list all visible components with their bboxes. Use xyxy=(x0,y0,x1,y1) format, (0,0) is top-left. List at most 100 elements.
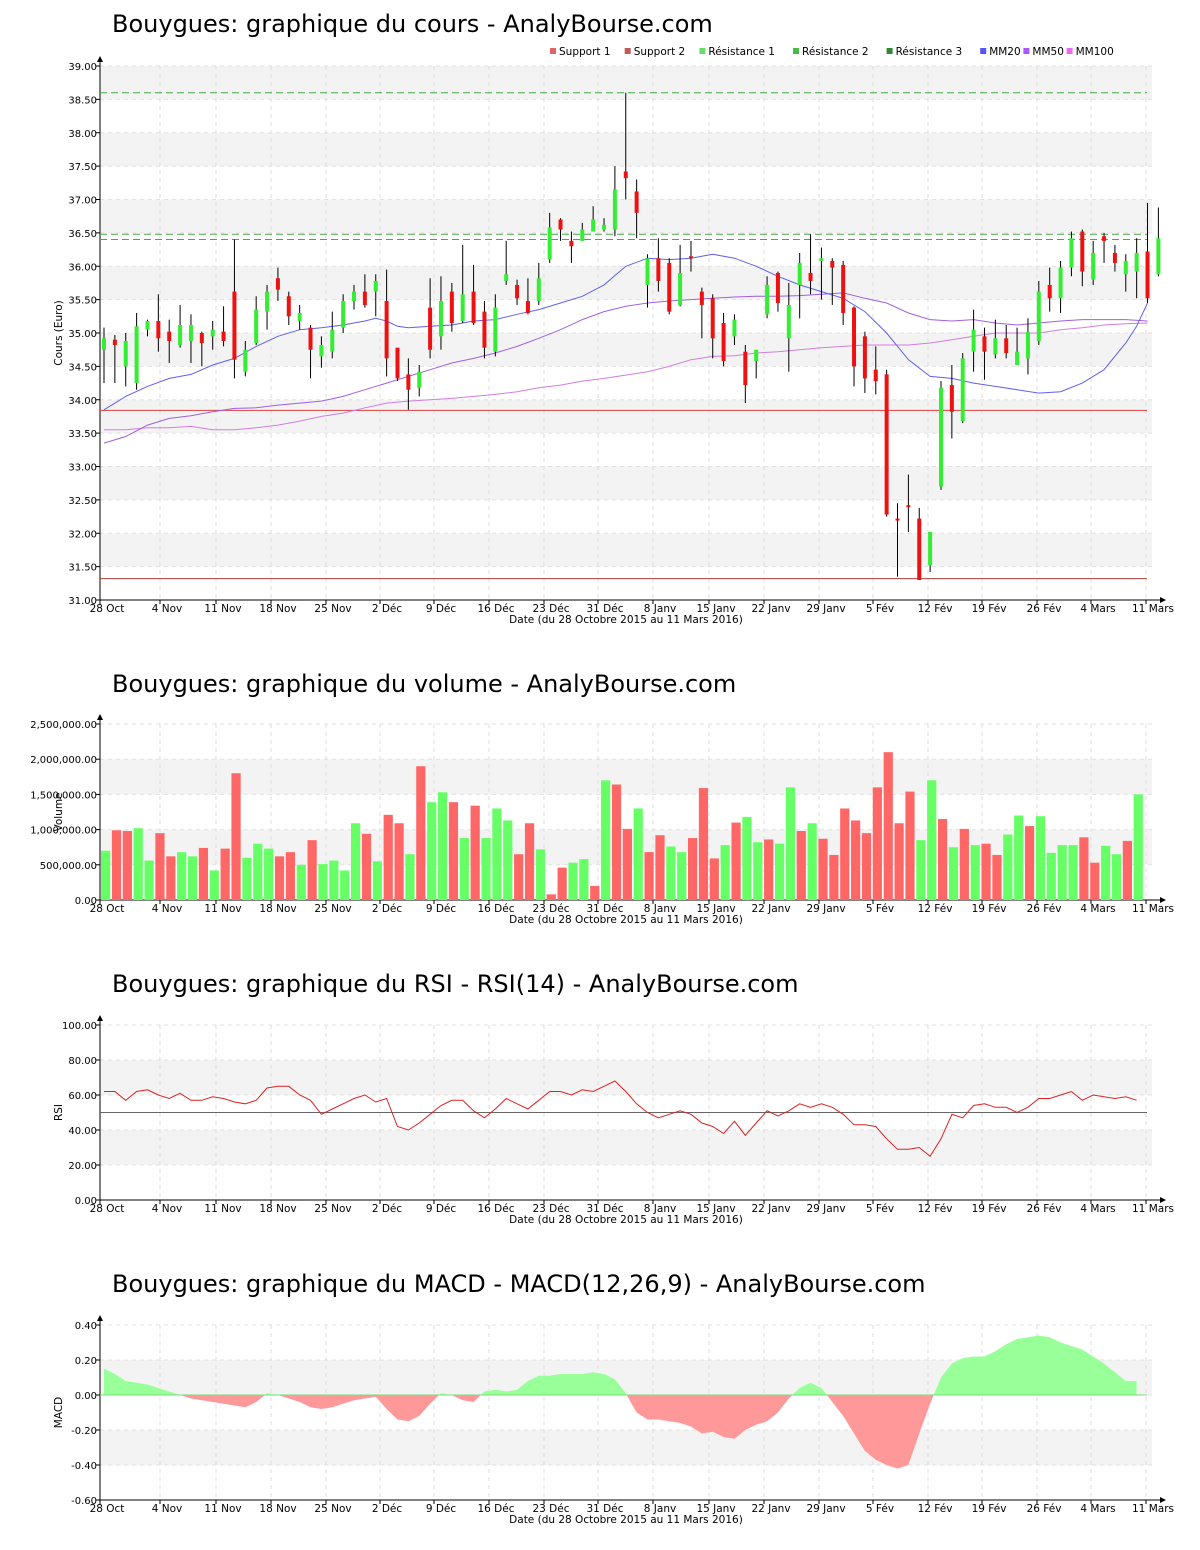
macd-xtick-label: 5 Fév xyxy=(866,1503,894,1515)
volume-bar xyxy=(1090,862,1100,900)
price-y-label: Cours (Euro) xyxy=(53,300,65,366)
candle-body xyxy=(547,227,552,260)
volume-bar xyxy=(122,831,132,900)
candle-body xyxy=(384,300,389,359)
macd-ytick-label: 0.20 xyxy=(75,1356,97,1367)
candle-body xyxy=(1015,351,1020,366)
macd-x-label: Date (du 28 Octobre 2015 au 11 Mars 2016… xyxy=(509,1514,743,1526)
volume-bar xyxy=(937,819,948,900)
volume-x-label: Date (du 28 Octobre 2015 au 11 Mars 2016… xyxy=(509,914,743,926)
price-chart-panel: Bouygues: graphique du cours - AnalyBour… xyxy=(0,0,1200,640)
price-xtick-label: 31 Déc xyxy=(586,603,623,615)
candle-body xyxy=(504,274,509,281)
candle-body xyxy=(819,258,824,261)
volume-xtick-label: 11 Nov xyxy=(204,903,241,915)
price-band xyxy=(100,533,1152,567)
volume-bar xyxy=(557,867,567,900)
volume-bar xyxy=(948,847,959,900)
volume-bar xyxy=(524,823,535,900)
volume-bar xyxy=(133,828,143,900)
rsi-xtick-label: 31 Déc xyxy=(586,1203,623,1215)
candle-body xyxy=(1080,231,1085,272)
candle-body xyxy=(960,358,965,422)
volume-ytick-label: 1,500,000.00 xyxy=(30,790,97,801)
candle-body xyxy=(993,338,998,355)
candle-body xyxy=(938,387,943,487)
volume-bar xyxy=(861,833,872,900)
rsi-xtick-label: 4 Mars xyxy=(1080,1203,1115,1215)
price-ytick-label: 37.50 xyxy=(68,162,97,173)
candle-body xyxy=(221,331,226,342)
price-xtick-label: 4 Nov xyxy=(152,603,183,615)
volume-bar xyxy=(590,885,600,900)
macd-xtick-label: 28 Oct xyxy=(90,1503,125,1515)
candle-body xyxy=(102,338,106,350)
candle-body xyxy=(830,260,835,268)
volume-xtick-label: 4 Mars xyxy=(1080,903,1115,915)
volume-bar xyxy=(166,856,176,900)
price-xtick-label: 4 Mars xyxy=(1080,603,1115,615)
macd-positive-area xyxy=(104,1368,181,1395)
volume-bar xyxy=(351,823,361,900)
macd-xtick-label: 11 Mars xyxy=(1132,1503,1174,1515)
candle-body xyxy=(786,304,791,339)
candle-body xyxy=(775,272,780,303)
rsi-xtick-label: 16 Déc xyxy=(477,1203,514,1215)
candle-body xyxy=(536,278,541,301)
price-xtick-label: 9 Déc xyxy=(426,603,457,615)
price-ytick-label: 38.00 xyxy=(68,129,97,140)
rsi-xtick-label: 29 Janv xyxy=(806,1203,845,1215)
legend-label: MM50 xyxy=(1032,46,1063,58)
volume-bar xyxy=(1003,834,1013,900)
candle-body xyxy=(580,229,585,241)
price-xtick-label: 2 Déc xyxy=(372,603,403,615)
candle-body xyxy=(243,349,248,372)
volume-bar xyxy=(851,820,861,900)
volume-xtick-label: 22 Janv xyxy=(751,903,790,915)
volume-bar xyxy=(111,830,122,900)
volume-xtick-label: 31 Déc xyxy=(586,903,623,915)
rsi-y-label: RSI xyxy=(53,1104,65,1121)
candle-body xyxy=(971,329,976,352)
volume-bar xyxy=(840,808,850,900)
volume-bar xyxy=(894,823,904,900)
candle-body xyxy=(841,264,846,313)
volume-bar xyxy=(503,820,513,900)
volume-ytick-label: 2,000,000.00 xyxy=(30,755,97,766)
rsi-chart: 0.00 20.00 40.00 60.00 80.00 100.00 28 Oct 4 No… xyxy=(53,1015,1174,1226)
candle-body xyxy=(754,349,759,362)
macd-xtick-label: 19 Fév xyxy=(972,1503,1007,1515)
price-ytick-label: 32.00 xyxy=(68,529,97,540)
price-xtick-label: 11 Mars xyxy=(1132,603,1174,615)
macd-xtick-label: 12 Fév xyxy=(918,1503,953,1515)
volume-xtick-label: 8 Janv xyxy=(644,903,676,915)
candle-body xyxy=(656,258,661,281)
volume-bar xyxy=(959,828,969,900)
price-ytick-label: 31.50 xyxy=(68,563,97,574)
volume-xtick-label: 23 Déc xyxy=(532,903,569,915)
volume-xtick-label: 2 Déc xyxy=(372,903,403,915)
legend-label: MM20 xyxy=(989,46,1020,58)
candle-body xyxy=(862,336,867,379)
rsi-ytick-label: 80.00 xyxy=(68,1056,97,1067)
candle-body xyxy=(395,347,400,379)
volume-bar xyxy=(155,833,165,900)
macd-xtick-label: 4 Nov xyxy=(152,1503,183,1515)
rsi-chart-panel: Bouygues: graphique du RSI - RSI(14) - A… xyxy=(0,960,1200,1240)
volume-chart-title: Bouygues: graphique du volume - AnalyBou… xyxy=(112,670,737,698)
volume-bar xyxy=(927,780,937,900)
volume-bar xyxy=(416,766,426,900)
rsi-xtick-label: 2 Déc xyxy=(372,1203,403,1215)
volume-bar xyxy=(1079,837,1089,900)
macd-positive-area xyxy=(480,1372,627,1395)
volume-bar xyxy=(264,848,274,900)
volume-bar xyxy=(1111,854,1122,900)
volume-bar xyxy=(785,787,796,900)
volume-bar xyxy=(231,773,241,900)
price-xtick-label: 8 Janv xyxy=(644,603,676,615)
candle-body xyxy=(428,307,433,350)
price-ytick-label: 34.00 xyxy=(68,396,97,407)
volume-bar xyxy=(318,864,328,900)
macd-ytick-label: 0.40 xyxy=(75,1321,97,1332)
rsi-xtick-label: 18 Nov xyxy=(259,1203,296,1215)
